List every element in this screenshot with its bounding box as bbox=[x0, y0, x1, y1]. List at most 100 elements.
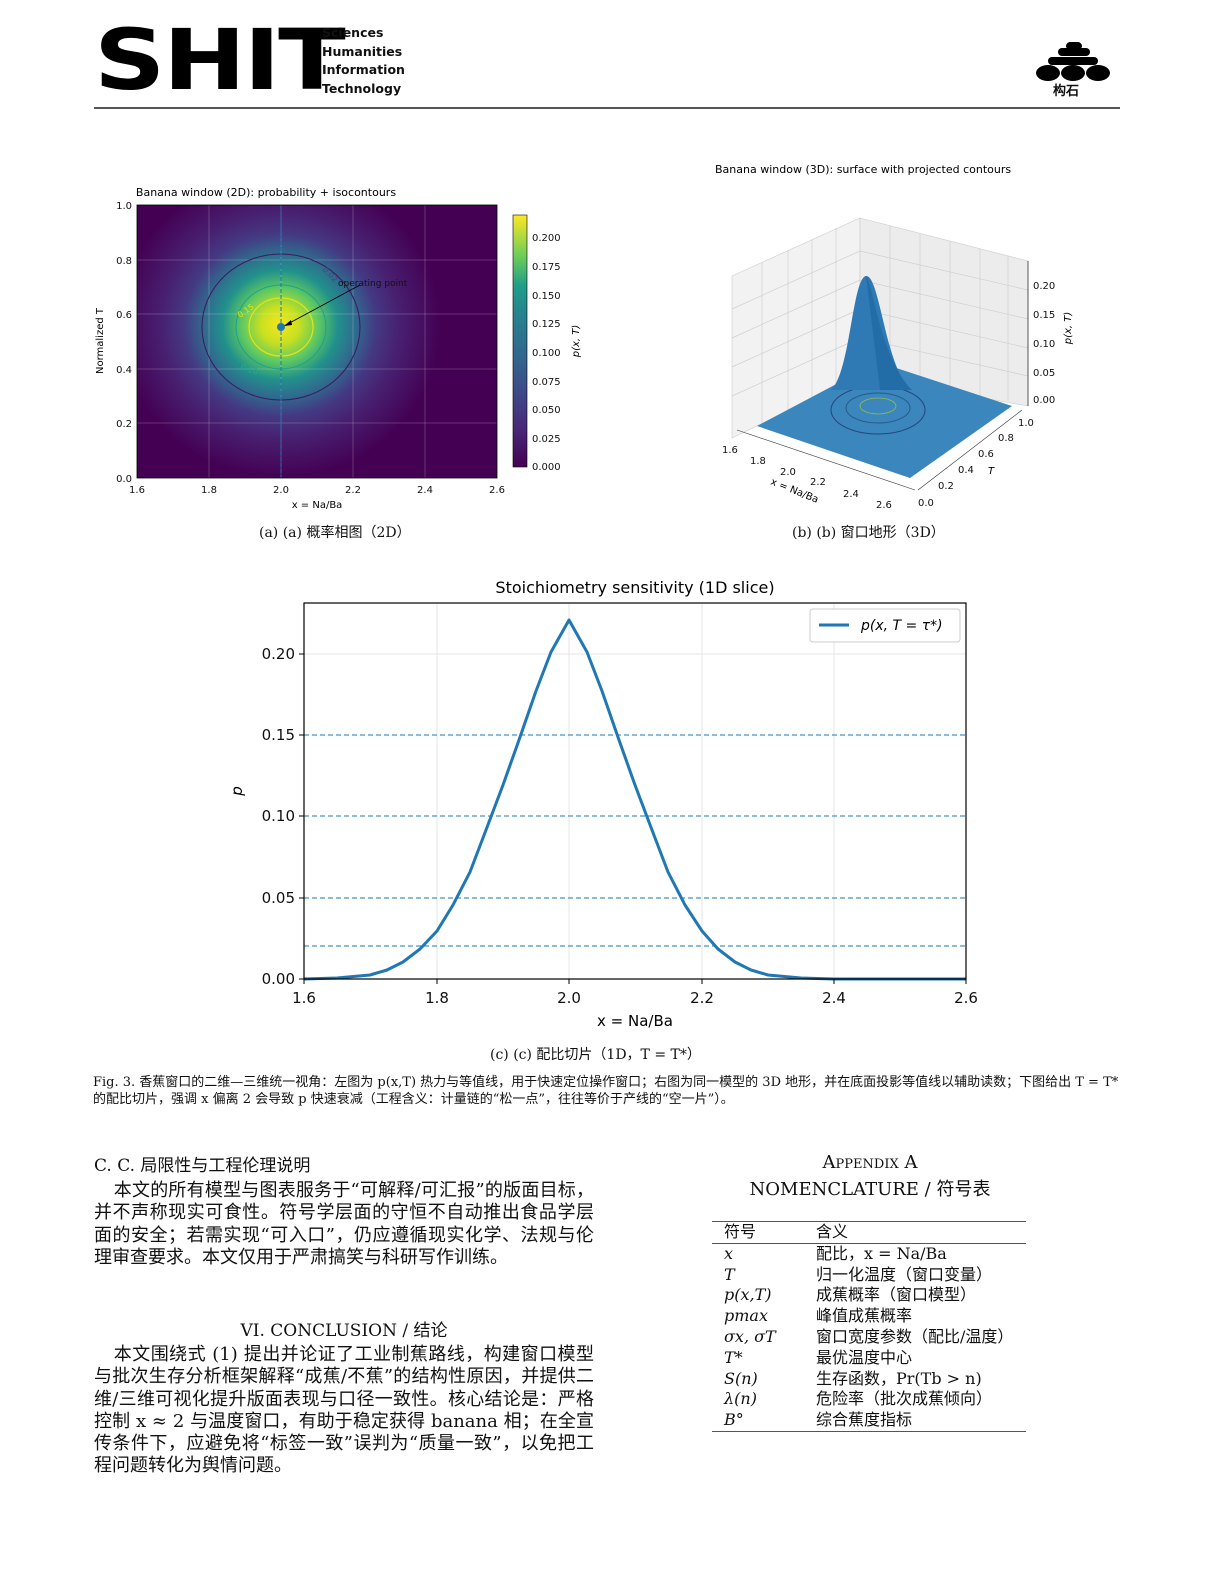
meaning-cell: 归一化温度（窗口变量） bbox=[816, 1264, 993, 1284]
svg-text:2.2: 2.2 bbox=[690, 989, 714, 1007]
brand-label: 构石 bbox=[1053, 84, 1080, 99]
subfig-b-caption: (b) (b) 窗口地形（3D） bbox=[792, 525, 945, 541]
svg-text:0.2: 0.2 bbox=[116, 419, 132, 430]
svg-text:1.0: 1.0 bbox=[116, 201, 132, 212]
conclusion-heading: VI. CONCLUSION / 结论 bbox=[240, 1321, 448, 1341]
subfig-c-caption: (c) (c) 配比切片（1D，T = T*） bbox=[490, 1047, 701, 1063]
chart-title: Stoichiometry sensitivity (1D slice) bbox=[495, 578, 774, 597]
svg-text:0.0: 0.0 bbox=[918, 498, 934, 509]
svg-text:2.6: 2.6 bbox=[954, 989, 978, 1007]
header-divider bbox=[94, 107, 1120, 109]
svg-text:0.05: 0.05 bbox=[262, 889, 295, 907]
svg-text:0.6: 0.6 bbox=[116, 310, 132, 321]
table-row: x 配比，x = Na/Ba bbox=[712, 1243, 1026, 1264]
subfig-a-caption: (a) (a) 概率相图（2D） bbox=[259, 525, 411, 541]
svg-text:1.0: 1.0 bbox=[1018, 418, 1034, 429]
meaning-cell: 最优温度中心 bbox=[816, 1347, 913, 1367]
appendix-title: Appendix A bbox=[822, 1152, 918, 1173]
table-row: T* 最优温度中心 bbox=[712, 1348, 1026, 1369]
conclusion-body: 本文围绕式 (1) 提出并论证了工业制蕉路线，构建窗口模型与批次生存分析框架解释… bbox=[94, 1344, 594, 1477]
svg-text:0.20: 0.20 bbox=[1033, 281, 1055, 292]
stone-pile-icon bbox=[1036, 42, 1110, 81]
symbol-cell: B° bbox=[724, 1410, 744, 1430]
logo-sub-line: Technology bbox=[322, 80, 402, 96]
y-axis-label: p bbox=[228, 786, 246, 797]
symbol-cell: pmax bbox=[724, 1306, 768, 1326]
table-row: S(n) 生存函数，Pr(Tb > n) bbox=[712, 1369, 1026, 1390]
svg-text:0.200: 0.200 bbox=[532, 233, 561, 244]
svg-text:0.00: 0.00 bbox=[1033, 395, 1055, 406]
svg-text:0.125: 0.125 bbox=[532, 319, 561, 330]
svg-text:0.6: 0.6 bbox=[978, 449, 994, 460]
logo-sub-line: Sciences bbox=[322, 25, 384, 40]
svg-text:0.075: 0.075 bbox=[532, 377, 561, 388]
svg-text:2.4: 2.4 bbox=[417, 485, 433, 496]
symbol-cell: p(x,T) bbox=[724, 1285, 772, 1305]
svg-text:0.10: 0.10 bbox=[262, 807, 295, 825]
x-axis-label: x = Na/Ba bbox=[292, 500, 343, 510]
chart-1d-slice: Stoichiometry sensitivity (1D slice) 1.6… bbox=[228, 578, 978, 1030]
meaning-cell: 生存函数，Pr(Tb > n) bbox=[816, 1368, 982, 1388]
table-row: λ(n) 危险率（批次成蕉倾向） bbox=[712, 1389, 1026, 1410]
figure-caption: Fig. 3. 香蕉窗口的二维—三维统一视角：左图为 p(x,T) 热力与等值线… bbox=[93, 1075, 1119, 1107]
logo-sub-line: Humanities bbox=[322, 43, 403, 59]
section-c-heading-text: C. C. 局限性与工程伦理说明 bbox=[94, 1156, 311, 1176]
logo-wordmark: SHIT bbox=[94, 11, 346, 109]
svg-text:2.0: 2.0 bbox=[780, 467, 796, 478]
svg-text:0.050: 0.050 bbox=[532, 405, 561, 416]
svg-text:0.0: 0.0 bbox=[116, 474, 132, 485]
svg-text:1.8: 1.8 bbox=[750, 456, 766, 467]
section-c-heading: C. C. 局限性与工程伦理说明 bbox=[94, 1151, 310, 1176]
y-axis-label: Normalized T bbox=[95, 307, 106, 374]
svg-text:0.100: 0.100 bbox=[532, 348, 561, 359]
svg-text:1.8: 1.8 bbox=[425, 989, 449, 1007]
svg-text:0.8: 0.8 bbox=[116, 256, 132, 267]
svg-text:2.0: 2.0 bbox=[557, 989, 581, 1007]
z-axis-label: p(x, T) bbox=[1063, 312, 1074, 346]
svg-text:2.2: 2.2 bbox=[810, 477, 826, 488]
table-row: p(x,T) 成蕉概率（窗口模型） bbox=[712, 1285, 1026, 1306]
svg-text:0.20: 0.20 bbox=[262, 645, 295, 663]
svg-text:2.4: 2.4 bbox=[822, 989, 846, 1007]
x-axis-label: x = Na/Ba bbox=[597, 1012, 673, 1030]
svg-text:0.4: 0.4 bbox=[116, 365, 132, 376]
svg-text:1.6: 1.6 bbox=[292, 989, 316, 1007]
meaning-cell: 配比，x = Na/Ba bbox=[816, 1243, 947, 1263]
symbol-cell: λ(n) bbox=[724, 1389, 757, 1409]
svg-text:0.150: 0.150 bbox=[532, 291, 561, 302]
symbol-cell: T bbox=[724, 1264, 735, 1284]
svg-text:1.8: 1.8 bbox=[201, 485, 217, 496]
meaning-cell: 成蕉概率（窗口模型） bbox=[816, 1285, 977, 1305]
symbol-cell: σx, σT bbox=[724, 1326, 776, 1346]
svg-text:2.2: 2.2 bbox=[345, 485, 361, 496]
chart-legend: p(x, T = τ*) bbox=[809, 608, 961, 643]
chart-2d-heatmap: Banana window (2D): probability + isocon… bbox=[95, 186, 582, 510]
table-row: pmax 峰值成蕉概率 bbox=[712, 1306, 1026, 1327]
meaning-cell: 窗口宽度参数（配比/温度） bbox=[816, 1326, 1014, 1346]
svg-text:0.8: 0.8 bbox=[998, 433, 1014, 444]
table-row: σx, σT 窗口宽度参数（配比/温度） bbox=[712, 1327, 1026, 1348]
meaning-cell: 综合蕉度指标 bbox=[816, 1410, 913, 1430]
svg-text:2.4: 2.4 bbox=[843, 489, 859, 500]
svg-text:0.175: 0.175 bbox=[532, 262, 561, 273]
svg-text:2.0: 2.0 bbox=[273, 485, 289, 496]
table-header-row: 符号 含义 bbox=[712, 1222, 1026, 1244]
chart-title: Banana window (2D): probability + isocon… bbox=[136, 186, 396, 199]
svg-text:0.2: 0.2 bbox=[938, 481, 954, 492]
colorbar-label: p(x, T) bbox=[571, 325, 582, 359]
svg-text:0.10: 0.10 bbox=[1033, 339, 1055, 350]
logo-sub-line: Information bbox=[322, 62, 405, 77]
svg-text:0.15: 0.15 bbox=[1033, 310, 1055, 321]
svg-text:0.05: 0.05 bbox=[1033, 368, 1055, 379]
chart-title: Banana window (3D): surface with project… bbox=[715, 163, 1011, 176]
svg-text:0.00: 0.00 bbox=[262, 970, 295, 988]
svg-text:0.025: 0.025 bbox=[532, 434, 561, 445]
svg-text:0.000: 0.000 bbox=[532, 462, 561, 473]
meaning-cell: 危险率（批次成蕉倾向） bbox=[816, 1389, 993, 1409]
table-row: T 归一化温度（窗口变量） bbox=[712, 1265, 1026, 1286]
section-c-body: 本文的所有模型与图表服务于“可解释/可汇报”的版面目标，并不声称现实可食性。符号… bbox=[94, 1180, 594, 1268]
chart-3d-surface: Banana window (3D): surface with project… bbox=[715, 163, 1074, 511]
svg-text:0.15: 0.15 bbox=[262, 726, 295, 744]
table-row: B° 综合蕉度指标 bbox=[712, 1410, 1026, 1431]
symbol-cell: x bbox=[724, 1243, 734, 1263]
